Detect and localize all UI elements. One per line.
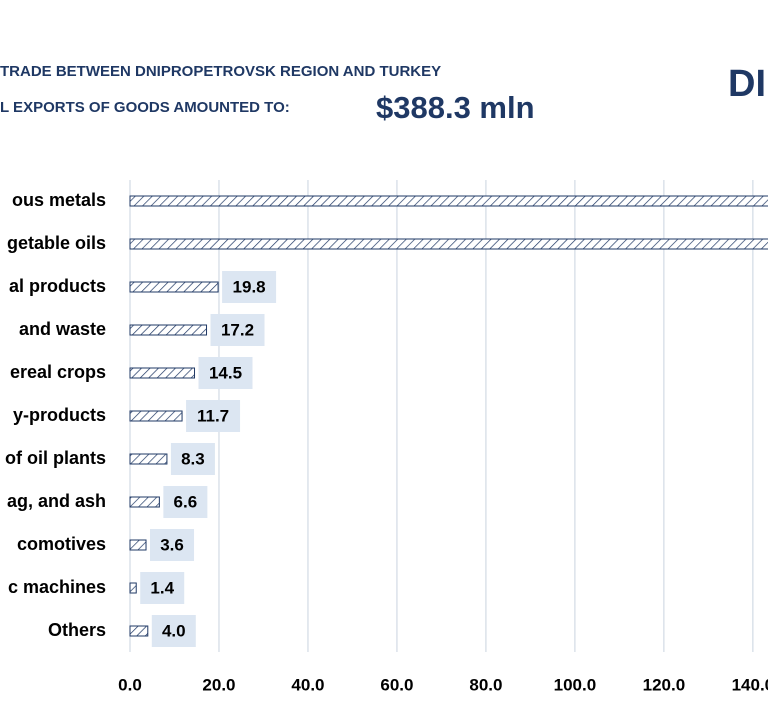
x-tick-label: 40.0 [291,675,324,694]
y-tick-label: ereal crops [10,362,106,382]
value-label: 14.5 [209,363,242,382]
value-label-box [140,572,185,604]
y-tick-label: y-products [13,405,106,425]
value-label: 8.3 [181,449,205,468]
bar [129,539,147,551]
x-tick-label: 60.0 [380,675,413,694]
x-tick-label: 20.0 [202,675,235,694]
value-label-box [170,443,215,475]
x-tick-label: 120.0 [643,675,686,694]
value-label-box [163,486,208,518]
bar [129,410,183,422]
bar [129,238,768,250]
y-tick-label: and waste [19,319,106,339]
bar [129,496,160,508]
bar [129,582,137,594]
value-label-box [151,615,196,647]
y-tick-label: ous metals [12,190,106,210]
subtitle: L EXPORTS OF GOODS AMOUNTED TO: [0,99,290,116]
value-label-box [222,271,277,303]
bar [129,625,149,637]
bar [129,281,219,293]
value-label: 4.0 [162,621,186,640]
value-label: 3.6 [160,535,184,554]
x-tick-label: 140.0 [732,675,768,694]
value-label: 6.6 [174,492,198,511]
x-tick-label: 100.0 [554,675,597,694]
value-label: 11.7 [197,406,229,425]
y-tick-label: getable oils [7,233,106,253]
x-tick-label: 0.0 [118,675,142,694]
y-tick-label: c machines [8,577,106,597]
value-label-box [198,357,253,389]
value-label-box [186,400,241,432]
total: $388.3 mln [376,90,535,125]
value-label: 17.2 [221,320,254,339]
y-tick-label: of oil plants [5,448,106,468]
y-tick-label: al products [9,276,106,296]
value-label-box [150,529,195,561]
bar [129,453,168,465]
bar [129,195,768,207]
y-tick-label: ag, and ash [7,491,106,511]
chart-title: TRADE BETWEEN DNIPROPETROVSK REGION AND … [0,63,441,80]
value-label: 19.8 [233,277,266,296]
logo: DI [728,63,766,105]
y-tick-label: comotives [17,534,106,554]
bar [129,324,208,336]
bar [129,367,196,379]
x-tick-label: 80.0 [469,675,502,694]
y-tick-label: Others [48,620,106,640]
value-label: 1.4 [150,578,174,597]
value-label-box [210,314,265,346]
